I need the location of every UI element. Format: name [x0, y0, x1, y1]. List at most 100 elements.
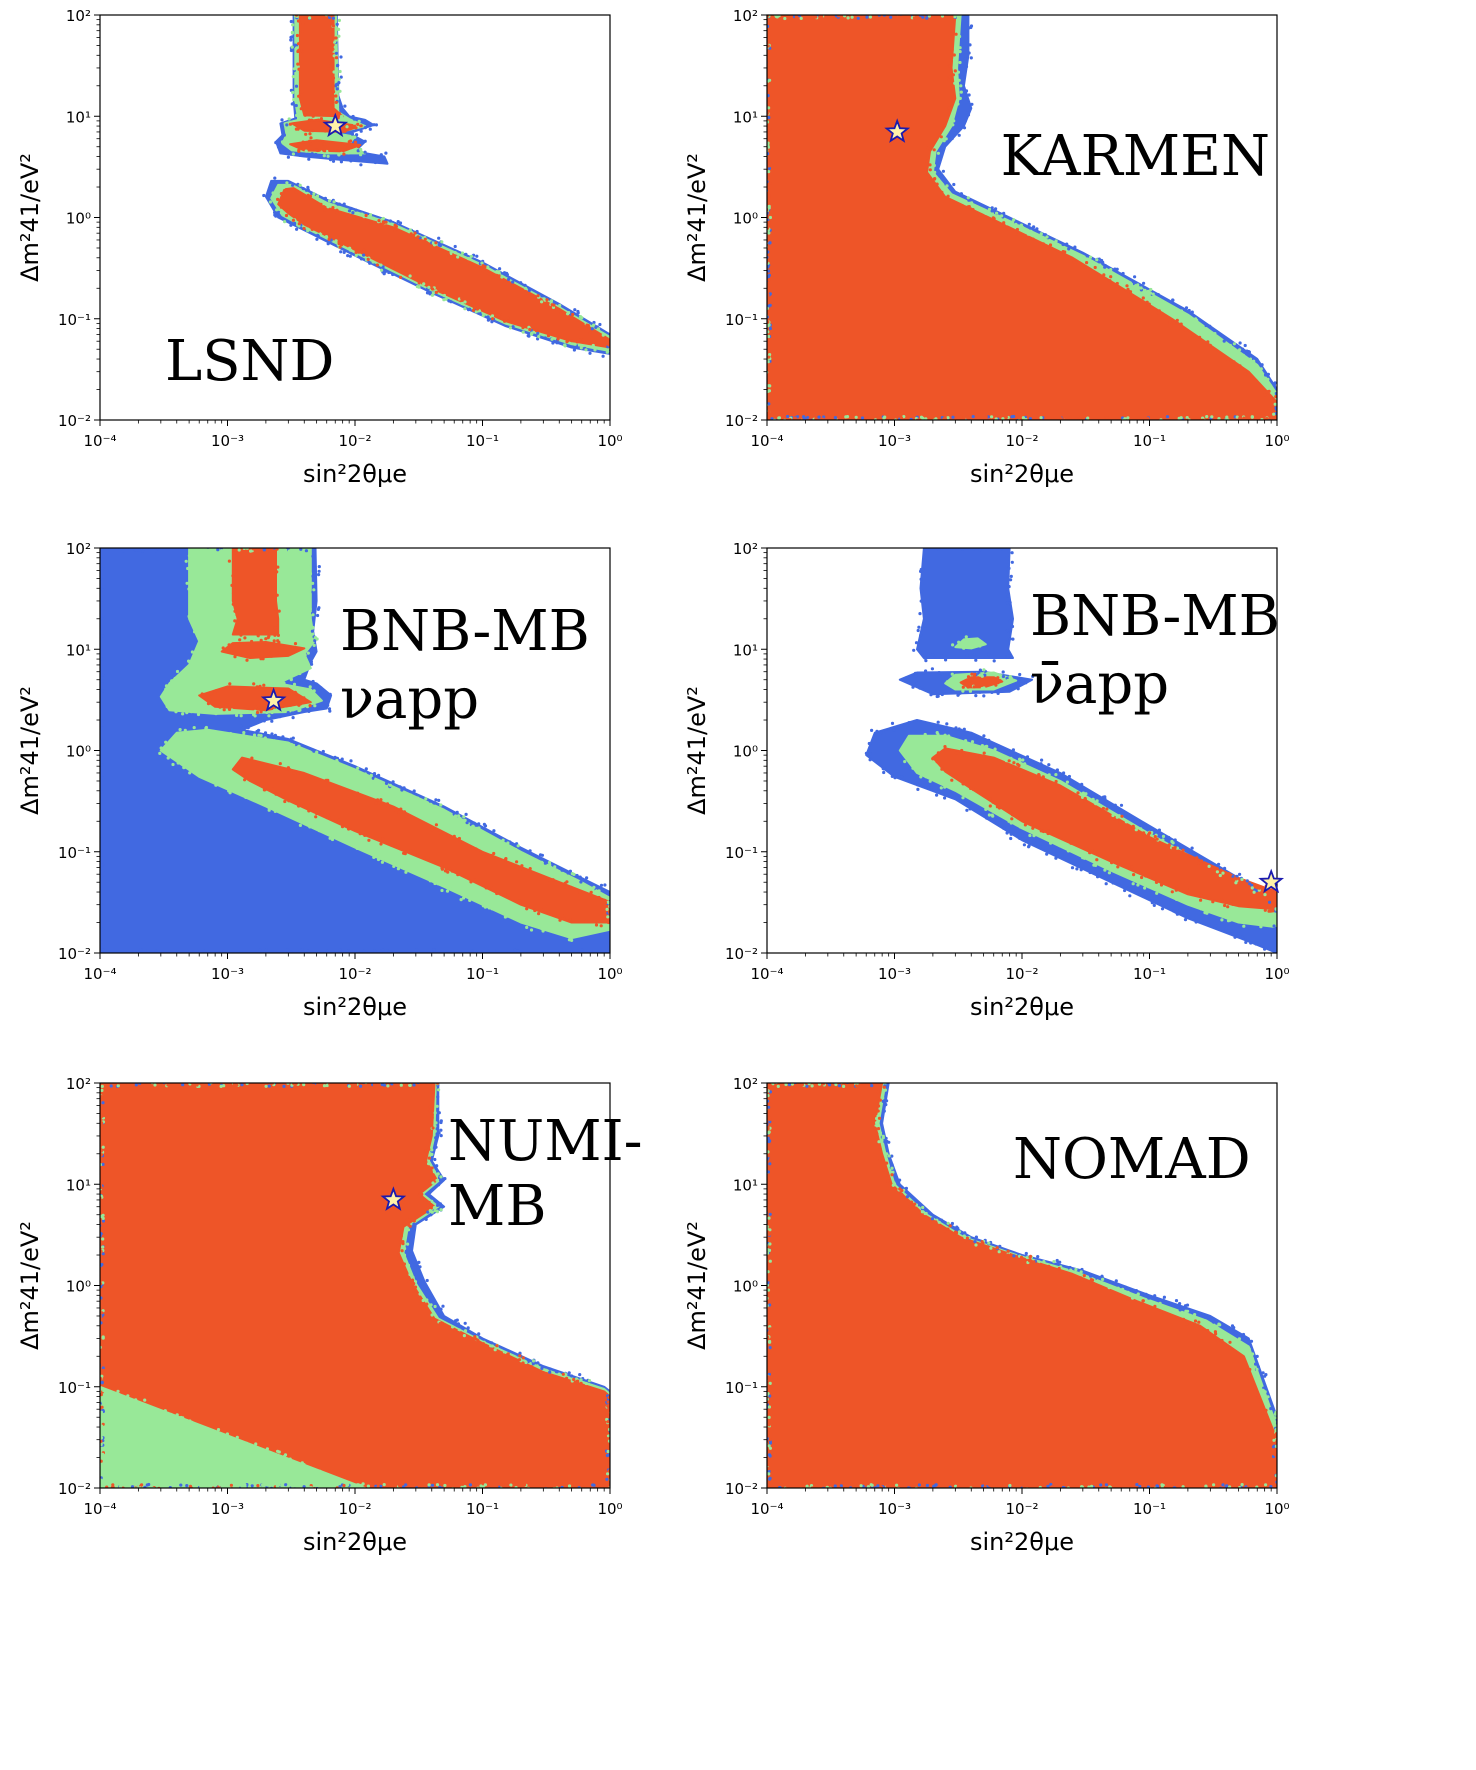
scatter-point — [951, 73, 956, 77]
scatter-point — [548, 878, 552, 883]
scatter-point — [319, 117, 323, 121]
scatter-point — [1255, 1485, 1259, 1488]
scatter-point — [570, 872, 575, 876]
scatter-point — [356, 144, 360, 148]
scatter-point — [1242, 1336, 1246, 1340]
scatter-point — [310, 227, 314, 231]
scatter-point — [289, 48, 293, 53]
scatter-point — [468, 898, 472, 903]
scatter-point — [948, 106, 952, 110]
scatter-point — [1266, 372, 1270, 376]
scatter-point — [286, 948, 290, 952]
scatter-point — [982, 734, 986, 738]
scatter-point — [964, 89, 969, 93]
scatter-point — [359, 147, 363, 152]
scatter-point — [440, 240, 444, 244]
scatter-point — [1093, 265, 1097, 270]
scatter-point — [913, 1490, 916, 1493]
scatter-point — [460, 296, 464, 300]
scatter-point — [282, 140, 286, 144]
scatter-point — [1228, 1340, 1232, 1344]
experiment-title: LSND — [165, 329, 334, 394]
scatter-point — [553, 865, 557, 869]
scatter-point — [170, 679, 174, 683]
scatter-point — [1091, 1489, 1094, 1492]
scatter-point — [1028, 417, 1032, 420]
scatter-point — [368, 127, 372, 131]
scatter-point — [174, 710, 178, 714]
scatter-point — [271, 805, 275, 810]
scatter-point — [124, 1489, 127, 1492]
scatter-point — [971, 787, 975, 792]
scatter-point — [873, 10, 876, 13]
scatter-point — [287, 208, 291, 212]
scatter-point — [603, 927, 607, 932]
scatter-point — [380, 802, 384, 806]
scatter-point — [816, 1079, 819, 1082]
scatter-point — [1256, 1365, 1260, 1369]
scatter-point — [1008, 637, 1012, 641]
allowed-regions — [865, 548, 1277, 953]
scatter-point — [438, 1178, 443, 1182]
scatter-point — [1095, 858, 1099, 862]
scatter-point — [1163, 1313, 1167, 1317]
scatter-point — [1274, 907, 1277, 911]
scatter-point — [216, 548, 220, 552]
scatter-point — [763, 1335, 766, 1338]
scatter-point — [207, 543, 210, 546]
scatter-point — [940, 672, 944, 676]
scatter-point — [273, 626, 277, 630]
scatter-point — [884, 1136, 888, 1140]
x-tick-label: 10⁻² — [338, 965, 371, 983]
scatter-point — [515, 949, 520, 953]
scatter-point — [943, 1229, 947, 1233]
scatter-point — [433, 881, 437, 886]
scatter-point — [1181, 898, 1185, 903]
scatter-point — [584, 919, 588, 924]
scatter-point — [312, 650, 316, 654]
scatter-point — [342, 152, 346, 156]
scatter-point — [349, 139, 353, 143]
scatter-point — [1001, 1253, 1005, 1257]
scatter-point — [462, 896, 466, 900]
scatter-point — [329, 1078, 332, 1081]
scatter-point — [158, 751, 162, 756]
scatter-point — [917, 1483, 922, 1487]
x-axis-label: sin²2θμe — [303, 1528, 407, 1556]
scatter-point — [1266, 377, 1270, 381]
scatter-point — [1131, 825, 1135, 829]
scatter-point — [1199, 893, 1203, 897]
scatter-point — [946, 1227, 950, 1231]
scatter-point — [987, 652, 991, 657]
scatter-point — [1274, 926, 1277, 931]
scatter-point — [415, 1262, 419, 1266]
scatter-point — [428, 1078, 431, 1081]
scatter-point — [428, 1296, 432, 1300]
scatter-point — [497, 270, 501, 274]
scatter-point — [1266, 1395, 1270, 1399]
scatter-point — [611, 1395, 614, 1398]
scatter-point — [258, 718, 262, 723]
scatter-point — [763, 239, 766, 242]
scatter-point — [200, 692, 204, 696]
region-68-3 — [289, 139, 362, 153]
scatter-point — [1036, 1262, 1040, 1266]
scatter-point — [1024, 839, 1028, 844]
scatter-point — [248, 632, 252, 636]
scatter-point — [865, 416, 869, 420]
scatter-point — [96, 1275, 99, 1278]
scatter-point — [459, 898, 463, 902]
scatter-point — [466, 1489, 469, 1492]
scatter-point — [339, 954, 342, 957]
scatter-point — [254, 705, 258, 709]
scatter-point — [893, 1182, 897, 1186]
scatter-point — [327, 237, 331, 241]
scatter-point — [286, 711, 290, 715]
scatter-point — [524, 1360, 528, 1365]
scatter-point — [289, 19, 293, 24]
scatter-point — [762, 295, 765, 298]
scatter-point — [364, 767, 368, 771]
scatter-point — [140, 1483, 144, 1487]
scatter-point — [1160, 882, 1164, 886]
scatter-point — [950, 15, 954, 19]
